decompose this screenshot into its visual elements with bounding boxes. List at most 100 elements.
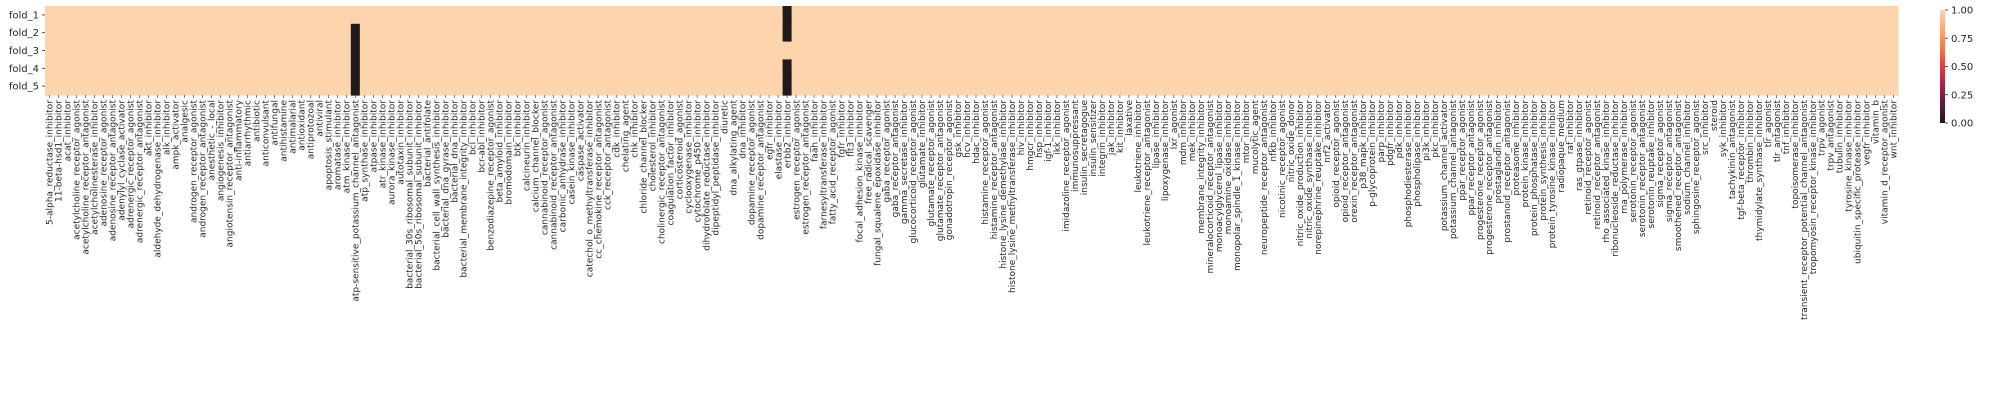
heatmap-cell — [710, 41, 721, 60]
heatmap-cell — [1313, 23, 1323, 43]
heatmap-cell — [836, 59, 847, 78]
column-label: insulin_secretagogue — [1080, 100, 1090, 196]
heatmap-cell — [1655, 23, 1665, 43]
column-label: focal_adhesion_kinase_inhibitor — [855, 100, 865, 243]
column-label: ras_gtpase_inhibitor — [1575, 100, 1585, 191]
heatmap-cell — [71, 41, 82, 60]
heatmap-cell — [1205, 77, 1215, 96]
heatmap-cell — [1052, 59, 1063, 78]
heatmap-cell — [575, 41, 586, 60]
heatmap-cell — [1088, 23, 1099, 43]
heatmap-cell — [197, 59, 208, 78]
column-label: gsk_inhibitor — [954, 100, 964, 158]
heatmap-cell — [1853, 77, 1863, 96]
heatmap-cell — [692, 6, 703, 25]
heatmap-cell — [1808, 6, 1818, 25]
heatmap-cell — [800, 59, 811, 78]
heatmap-cell — [1655, 41, 1665, 60]
heatmap-cell — [1475, 23, 1485, 43]
heatmap-cell — [260, 41, 271, 60]
column-label: mek_inhibitor — [1188, 100, 1198, 162]
column-label: angiotensin_receptor_antagonist — [226, 100, 236, 248]
heatmap-cell — [1655, 77, 1665, 96]
heatmap-cell — [395, 6, 406, 25]
heatmap-cell — [170, 59, 181, 78]
heatmap-cell — [125, 6, 136, 25]
heatmap-cell — [323, 6, 334, 25]
heatmap-cell — [377, 41, 388, 60]
heatmap-cell — [998, 77, 1009, 96]
heatmap-cell — [413, 6, 424, 25]
heatmap-cell — [1277, 59, 1287, 78]
heatmap-cell — [1385, 41, 1395, 60]
heatmap-cell — [1088, 59, 1099, 78]
heatmap-cell — [161, 41, 172, 60]
heatmap-cell — [1574, 59, 1584, 78]
column-label: aldehyde_dehydrogenase_inhibitor — [154, 100, 164, 258]
heatmap-cell — [1196, 23, 1206, 43]
heatmap-cell — [1439, 59, 1449, 78]
heatmap-cell — [1601, 6, 1611, 25]
heatmap-cell — [260, 23, 271, 43]
heatmap-cell — [287, 77, 298, 96]
heatmap-cell — [728, 77, 739, 96]
heatmap-cell — [260, 77, 271, 96]
heatmap-cell — [548, 77, 559, 96]
heatmap-cell — [1709, 23, 1719, 43]
heatmap-cell — [1295, 77, 1305, 96]
heatmap-cell — [458, 6, 469, 25]
heatmap-cell — [1403, 77, 1413, 96]
column-label: pi3k_inhibitor — [1422, 100, 1432, 161]
heatmap-cell — [1610, 59, 1620, 78]
heatmap-cell — [1574, 41, 1584, 60]
heatmap-cell — [890, 41, 901, 60]
heatmap-cell — [1430, 23, 1440, 43]
heatmap-cell — [1610, 41, 1620, 60]
heatmap-cell — [1241, 23, 1251, 43]
column-label: bromodomain_inhibitor — [504, 100, 514, 205]
heatmap-cell — [1556, 6, 1566, 25]
heatmap-cell — [1790, 6, 1800, 25]
heatmap-cell — [1052, 23, 1063, 43]
heatmap-cell — [530, 6, 541, 25]
heatmap-cell — [1304, 23, 1314, 43]
column-label: free_radical_scavenger — [864, 100, 874, 204]
column-label: lipoxygenase_inhibitor — [1161, 100, 1171, 201]
column-labels: 5-alpha_reductase_inhibitor11-beta-hsd1_… — [46, 95, 1900, 320]
column-label: histamine_receptor_antagonist — [990, 100, 1000, 240]
column-label: membrane_integrity_inhibitor — [1197, 100, 1207, 234]
heatmap-cell — [755, 6, 766, 25]
column-label: wnt_inhibitor — [1890, 100, 1900, 159]
column-label: radiopaque_medium — [1557, 100, 1567, 193]
heatmap-cell — [854, 77, 865, 96]
heatmap-cell — [1376, 77, 1386, 96]
heatmap-cell — [80, 77, 91, 96]
column-label: gaba_receptor_antagonist — [891, 100, 901, 218]
heatmap-cell — [1682, 23, 1692, 43]
column-label: glutamate_receptor_antagonist — [936, 100, 946, 242]
heatmap-cell — [1691, 6, 1701, 25]
column-label: bacterial_membrane_integrity_inhibitor — [459, 100, 469, 278]
heatmap-cell — [1493, 41, 1503, 60]
heatmap-cell — [98, 41, 109, 60]
heatmap-cell — [1160, 23, 1170, 43]
heatmap-cell — [566, 77, 577, 96]
column-label: sigma_receptor_agonist — [1656, 100, 1666, 208]
column-label: thrombin_inhibitor — [1746, 100, 1756, 183]
heatmap-cell — [1286, 23, 1296, 43]
heatmap-cell — [665, 77, 676, 96]
column-label: btk_inhibitor — [513, 100, 523, 157]
column-label: aromatase_inhibitor — [334, 100, 344, 190]
heatmap-cell — [881, 23, 892, 43]
column-label: bacterial_50s_ribosomal_subunit_inhibito… — [415, 100, 425, 289]
heatmap-cell — [710, 23, 721, 43]
heatmap-cell — [1484, 59, 1494, 78]
heatmap-cell — [962, 77, 973, 96]
heatmap-cell — [476, 6, 487, 25]
heatmap-cell — [305, 6, 316, 25]
heatmap-cell — [269, 23, 280, 43]
colorbar-tick-label: 0.25 — [1951, 90, 1973, 101]
row-label: fold_3 — [9, 46, 39, 57]
heatmap-cell — [872, 41, 883, 60]
heatmap-cell — [602, 77, 613, 96]
